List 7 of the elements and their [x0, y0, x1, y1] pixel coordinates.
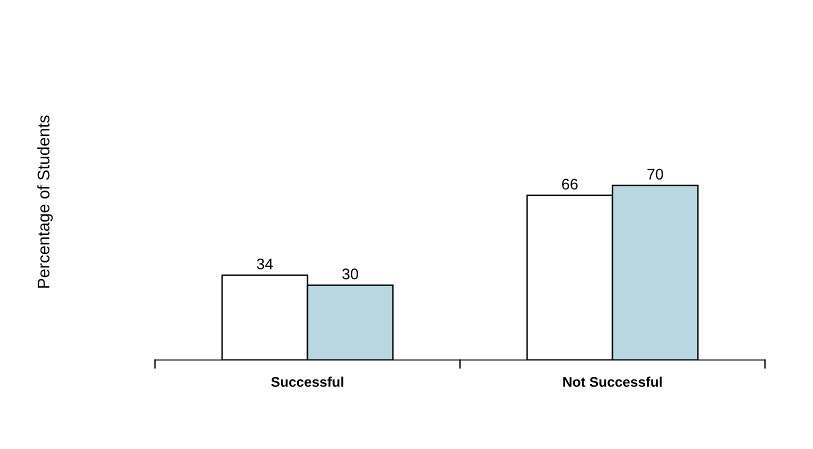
data-label: 66: [562, 178, 578, 190]
x-tick-label: Successful: [271, 376, 344, 387]
data-label: 70: [647, 168, 664, 180]
data-label: 34: [256, 258, 273, 270]
data-label: 30: [342, 268, 358, 280]
x-tick-label: Not Successful: [563, 376, 662, 387]
text: Percentage of Students: [37, 116, 53, 288]
